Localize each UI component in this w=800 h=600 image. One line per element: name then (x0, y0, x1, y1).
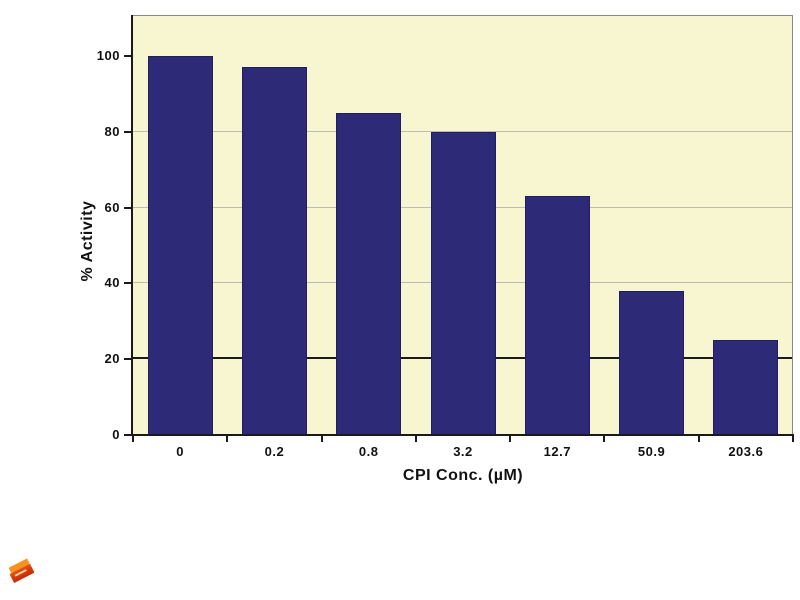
bar-12.7 (524, 196, 590, 435)
y-tick-label-80: 80 (104, 123, 120, 139)
x-boundary-tick-3 (414, 436, 417, 442)
x-tick-label-3.2: 3.2 (453, 444, 473, 459)
x-boundary-tick-7 (792, 436, 794, 442)
x-tick-label-203.6: 203.6 (728, 444, 764, 459)
y-tick-60 (124, 206, 133, 209)
x-boundary-tick-1 (226, 436, 229, 442)
x-tick-label-50.9: 50.9 (637, 444, 666, 459)
y-tick-label-100: 100 (96, 48, 120, 63)
x-axis-title: CPI Conc. (µM) (402, 467, 524, 484)
y-tick-20 (124, 358, 133, 361)
y-axis-line (131, 15, 133, 436)
x-boundary-tick-6 (697, 436, 700, 442)
gridline-80 (133, 130, 792, 132)
y-tick-label-40: 40 (104, 275, 120, 291)
bar-0.8 (336, 113, 402, 435)
plot-area (133, 15, 793, 435)
x-tick-label-0.2: 0.2 (264, 444, 285, 459)
x-tick-label-0.8: 0.8 (358, 444, 379, 459)
bar-203.6 (713, 340, 779, 435)
x-boundary-tick-2 (320, 436, 323, 442)
bar-0.2 (241, 67, 307, 435)
y-tick-label-60: 60 (104, 199, 120, 215)
y-axis-title: % Activity (79, 200, 96, 282)
x-boundary-tick-5 (603, 436, 606, 442)
brick-body (5, 556, 39, 584)
bar-0 (147, 56, 213, 435)
bar-3.2 (430, 132, 496, 435)
x-axis-line (131, 434, 794, 436)
y-tick-100 (124, 55, 133, 57)
bar-50.9 (619, 291, 685, 435)
y-tick-0 (124, 434, 133, 436)
y-tick-label-20: 20 (104, 351, 120, 367)
bars-layer (133, 16, 792, 435)
y-tick-label-0: 0 (112, 427, 120, 442)
x-tick-label-0: 0 (176, 444, 184, 459)
y-tick-80 (124, 130, 133, 133)
y-tick-40 (124, 282, 133, 285)
x-boundary-tick-4 (509, 436, 512, 442)
x-tick-label-12.7: 12.7 (543, 444, 571, 459)
x-boundary-tick-0 (132, 436, 134, 442)
brick-logo-icon (5, 556, 39, 584)
